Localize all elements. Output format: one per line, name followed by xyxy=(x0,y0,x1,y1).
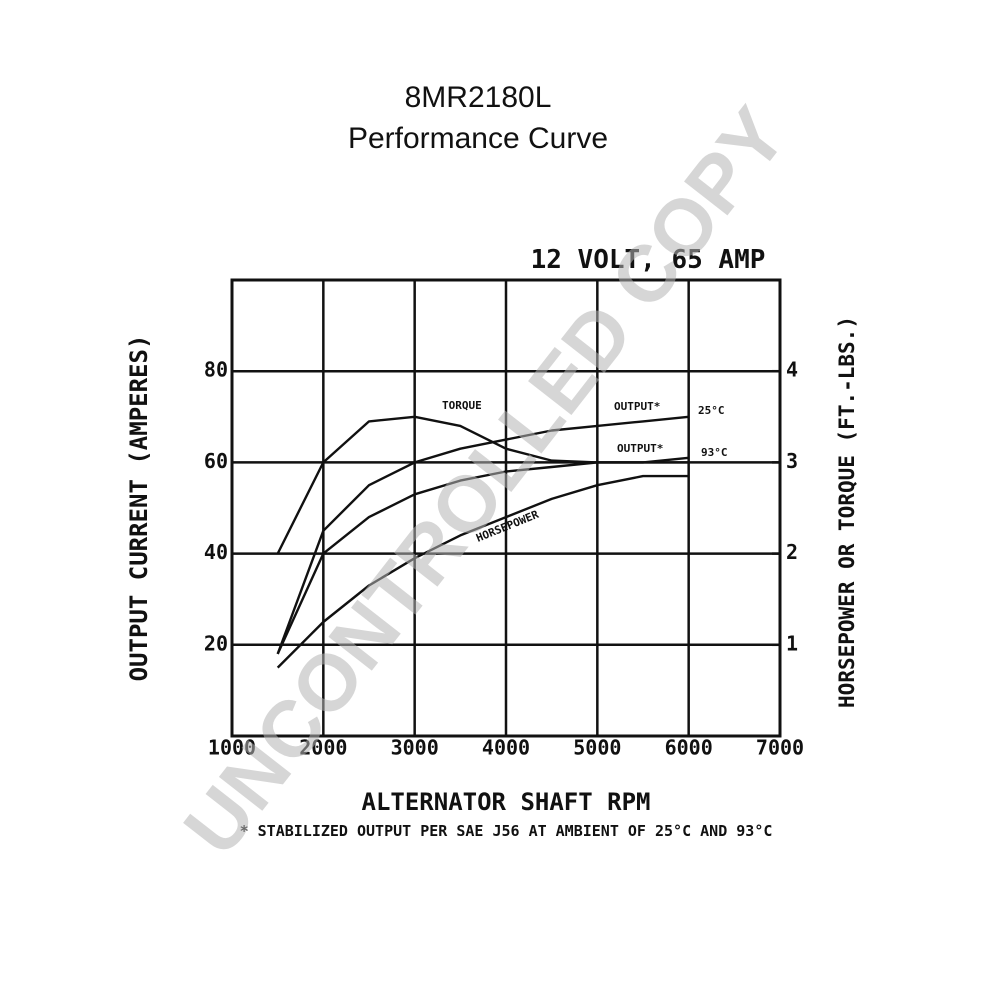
footnote: * STABILIZED OUTPUT PER SAE J56 AT AMBIE… xyxy=(240,822,773,840)
chart-subtitle: Performance Curve xyxy=(348,122,608,155)
x-tick-label: 7000 xyxy=(756,736,804,760)
series-label: TORQUE xyxy=(442,399,482,412)
y-tick-label: 20 xyxy=(204,631,228,655)
curve xyxy=(276,474,689,669)
y-axis-label: OUTPUT CURRENT (AMPERES) xyxy=(125,335,153,682)
grid: 1000 2000 3000 4000 5000 6000 7000 20 40 60 80 1 2 3 4 xyxy=(204,280,804,760)
y2-tick-label: 4 xyxy=(786,358,798,382)
y2-axis-label: HORSEPOWER OR TORQUE (FT.-LBS.) xyxy=(835,316,859,708)
x-axis-label: ALTERNATOR SHAFT RPM xyxy=(362,788,651,816)
series-note: 25°C xyxy=(698,404,725,417)
series-label: OUTPUT* xyxy=(617,442,663,455)
y-tick-label: 40 xyxy=(204,540,228,564)
series-label: OUTPUT* xyxy=(614,400,660,413)
x-tick-label: 2000 xyxy=(299,736,347,760)
curve xyxy=(276,456,689,655)
y-tick-label: 80 xyxy=(204,358,228,382)
y-tick-label: 60 xyxy=(204,449,228,473)
x-tick-label: 6000 xyxy=(665,736,713,760)
y2-tick-label: 3 xyxy=(786,449,798,473)
x-tick-label: 3000 xyxy=(391,736,439,760)
series-note: 93°C xyxy=(701,446,728,459)
y2-tick-label: 2 xyxy=(786,540,798,564)
chart-title: 8MR2180L xyxy=(405,81,552,114)
x-tick-label: 1000 xyxy=(208,736,256,760)
x-tick-label: 4000 xyxy=(482,736,530,760)
curve xyxy=(276,415,689,655)
y2-tick-label: 1 xyxy=(786,631,798,655)
rating: 12 VOLT, 65 AMP xyxy=(531,245,766,275)
x-tick-label: 5000 xyxy=(573,736,621,760)
